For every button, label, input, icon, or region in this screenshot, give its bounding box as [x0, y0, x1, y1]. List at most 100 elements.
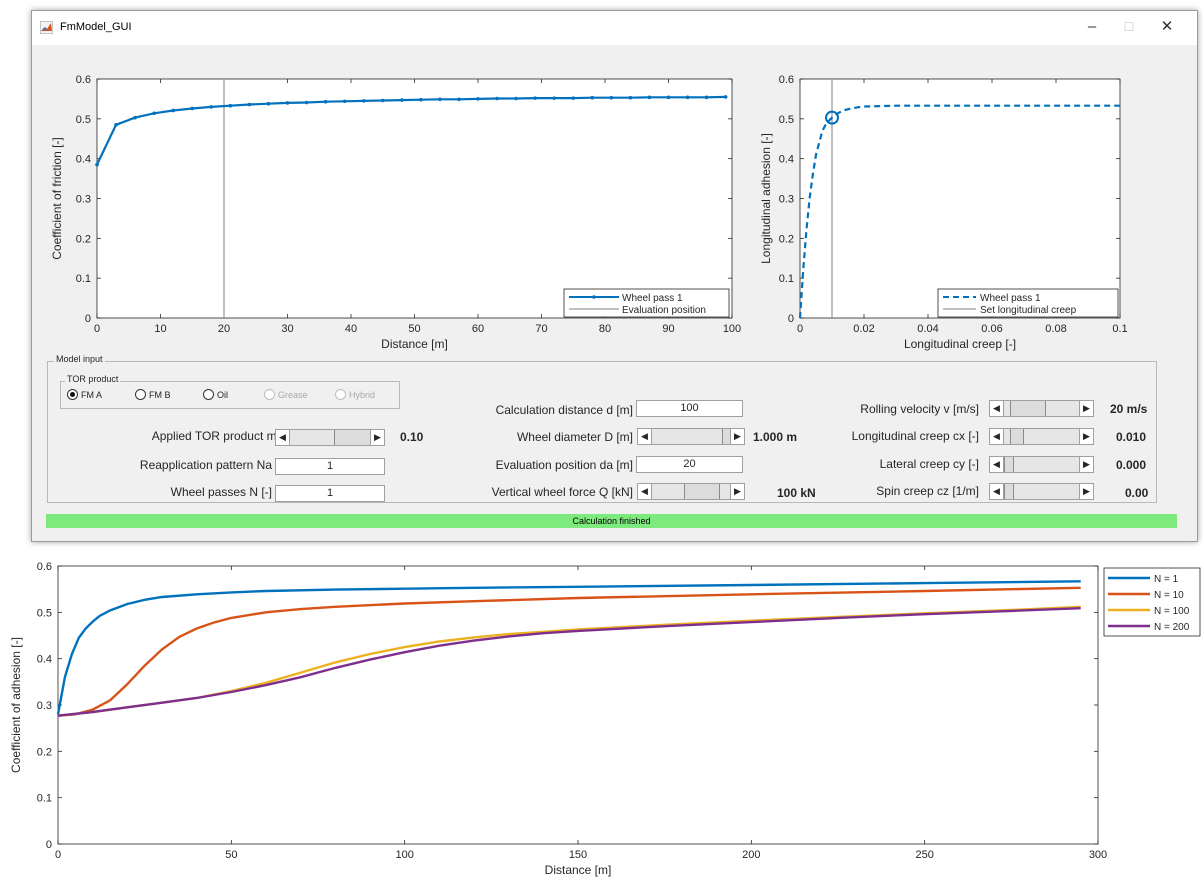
x-tick-label: 50: [225, 849, 237, 861]
radio-icon: [135, 389, 146, 400]
series-line-n-200: [57, 607, 1081, 717]
legend-label: Set longitudinal creep: [980, 305, 1077, 316]
data-point: [400, 98, 404, 102]
x-tick-label: 250: [915, 849, 933, 861]
plot-area: [799, 78, 1121, 319]
x-tick-label: 0.04: [917, 323, 938, 335]
eval-position-input[interactable]: 20: [636, 456, 743, 473]
x-tick-label: 50: [408, 323, 420, 335]
data-point: [285, 101, 290, 105]
slider-thumb[interactable]: [1010, 401, 1046, 416]
x-tick-label: 80: [599, 323, 611, 335]
applied-mass-slider[interactable]: ◀ ▶: [275, 429, 385, 446]
data-point: [457, 97, 461, 102]
slider-left-arrow-icon[interactable]: ◀: [276, 430, 290, 445]
slider-thumb[interactable]: [684, 484, 720, 499]
lat-creep-label: Lateral creep cy [-]: [879, 457, 979, 471]
slider-thumb[interactable]: [1010, 429, 1024, 444]
radio-hybrid[interactable]: Hybrid: [335, 389, 375, 401]
x-tick-label: 0.1: [1112, 323, 1127, 335]
series-line-n-10: [57, 586, 1081, 717]
slider-left-arrow-icon[interactable]: ◀: [638, 429, 652, 444]
radio-grease[interactable]: Grease: [264, 389, 308, 401]
rolling-velocity-slider[interactable]: ◀ ▶: [989, 400, 1094, 417]
slider-left-arrow-icon[interactable]: ◀: [638, 484, 652, 499]
slider-left-arrow-icon[interactable]: ◀: [990, 457, 1004, 472]
radio-label: Oil: [217, 390, 228, 400]
radio-label: FM A: [81, 390, 103, 400]
wheel-passes-input[interactable]: 1: [275, 485, 385, 502]
wheel-diameter-slider[interactable]: ◀ ▶: [637, 428, 745, 445]
maximize-button[interactable]: ☐: [1123, 20, 1135, 34]
spin-creep-slider[interactable]: ◀ ▶: [989, 483, 1094, 500]
eval-position-label: Evaluation position da [m]: [495, 458, 633, 472]
x-axis-label: Longitudinal creep [-]: [904, 337, 1016, 351]
radio-fm-a[interactable]: FM A: [67, 389, 102, 401]
slider-right-arrow-icon[interactable]: ▶: [370, 430, 384, 445]
slider-right-arrow-icon[interactable]: ▶: [1079, 401, 1093, 416]
lat-creep-slider[interactable]: ◀ ▶: [989, 456, 1094, 473]
data-point: [323, 99, 328, 104]
window-title: FmModel_GUI: [60, 21, 132, 33]
wheel-diameter-label: Wheel diameter D [m]: [516, 430, 633, 444]
data-point: [704, 95, 709, 100]
radio-fm-b[interactable]: FM B: [135, 389, 171, 401]
radio-oil[interactable]: Oil: [203, 389, 228, 401]
creep-plot-svg: 0 0.02 0.04 0.06 0.08 0.1 0 0.1 0.2 0.3 0.4 0.5 0.6 L…: [759, 74, 1128, 351]
x-tick-label: 100: [723, 323, 741, 335]
x-tick-label: 10: [154, 323, 166, 335]
data-point: [590, 95, 595, 100]
data-point: [266, 101, 271, 106]
radio-icon: [264, 389, 275, 400]
vertical-force-slider[interactable]: ◀ ▶: [637, 483, 745, 500]
series-line-wheel-pass-1: [96, 95, 726, 166]
creep-marker: [825, 110, 839, 125]
tor-product-group: TOR product FM A FM B Oil Grease Hybrid: [60, 374, 400, 409]
legend-marker: [592, 295, 596, 299]
creep-plot: 0 0.02 0.04 0.06 0.08 0.1 0 0.1 0.2 0.3 0.4 0.5 0.6 L…: [752, 45, 1192, 380]
x-tick-label: 0: [797, 323, 803, 335]
slider-left-arrow-icon[interactable]: ◀: [990, 484, 1004, 499]
long-creep-slider[interactable]: ◀ ▶: [989, 428, 1094, 445]
y-tick-label: 0.4: [779, 154, 794, 166]
slider-right-arrow-icon[interactable]: ▶: [1079, 484, 1093, 499]
data-point: [247, 102, 252, 107]
calc-distance-input[interactable]: 100: [636, 400, 743, 417]
plot-area: [96, 78, 733, 319]
close-button[interactable]: ✕: [1160, 18, 1174, 35]
calc-distance-label: Calculation distance d [m]: [495, 403, 633, 417]
slider-thumb[interactable]: [334, 430, 372, 445]
long-creep-label: Longitudinal creep cx [-]: [851, 429, 979, 443]
y-tick-label: 0: [85, 313, 91, 325]
slider-left-arrow-icon[interactable]: ◀: [990, 401, 1004, 416]
reapplication-input[interactable]: 1: [275, 458, 385, 475]
slider-thumb[interactable]: [1004, 484, 1014, 499]
y-tick-label: 0.1: [37, 793, 52, 805]
plot-area: [57, 565, 1099, 845]
vertical-force-value: 100 kN: [777, 486, 816, 500]
spin-creep-label: Spin creep cz [1/m]: [876, 484, 979, 498]
model-input-title: Model input: [54, 354, 105, 364]
x-axis-label: Distance [m]: [545, 863, 612, 877]
slider-left-arrow-icon[interactable]: ◀: [990, 429, 1004, 444]
x-tick-label: 200: [742, 849, 760, 861]
slider-right-arrow-icon[interactable]: ▶: [1079, 429, 1093, 444]
adhesion-plot-svg: 0 50 100 150 200 250 300 0 0.1 0.2 0.3 0.4 0.5 0.6 Dis…: [9, 561, 1201, 877]
minimize-button[interactable]: –: [1087, 18, 1097, 35]
slider-right-arrow-icon[interactable]: ▶: [1079, 457, 1093, 472]
y-tick-label: 0: [46, 839, 52, 851]
legend-label: N = 10: [1154, 590, 1184, 601]
applied-mass-value: 0.10: [400, 430, 424, 444]
y-axis-label: Coefficient of adhesion [-]: [9, 637, 23, 773]
x-tick-label: 100: [395, 849, 413, 861]
series-line-n-1: [56, 580, 1081, 715]
y-tick-label: 0.2: [37, 746, 52, 758]
data-point: [438, 97, 442, 102]
data-point: [628, 95, 633, 100]
slider-right-arrow-icon[interactable]: ▶: [730, 484, 744, 499]
data-point: [95, 162, 99, 167]
slider-thumb[interactable]: [1004, 457, 1014, 472]
y-tick-label: 0.4: [37, 654, 52, 666]
slider-right-arrow-icon[interactable]: ▶: [730, 429, 744, 444]
data-point: [361, 99, 366, 103]
